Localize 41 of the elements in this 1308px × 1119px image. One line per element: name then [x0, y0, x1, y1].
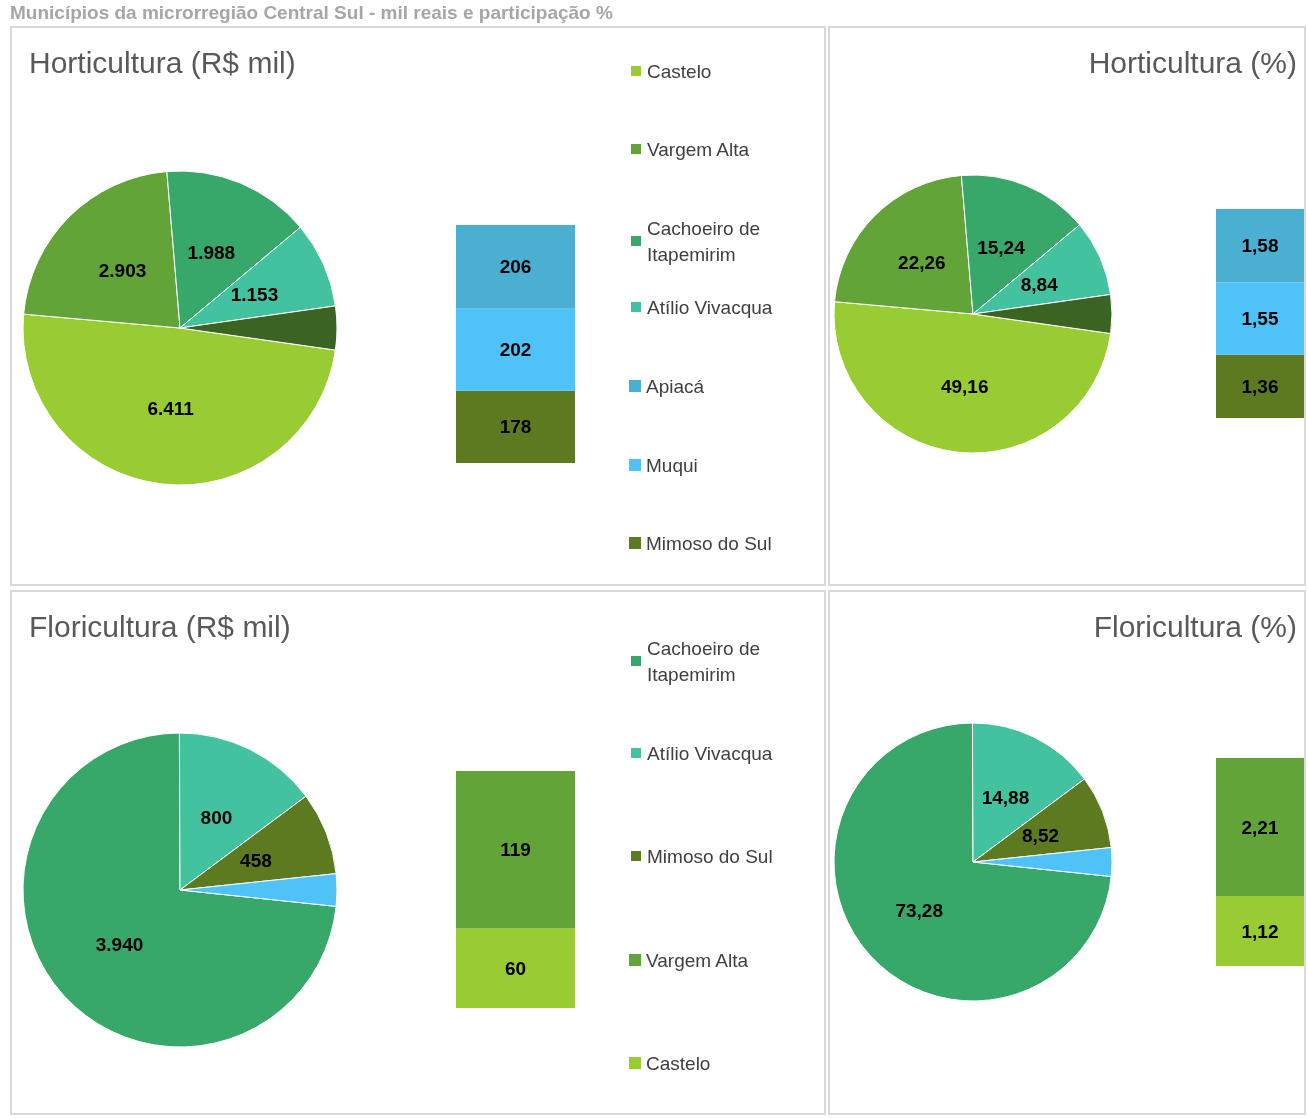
legend-label: Atílio Vivacqua [647, 296, 773, 318]
data-label: 206 [499, 256, 532, 278]
data-label: 73,28 [895, 900, 943, 922]
legend-label: Castelo [646, 1052, 711, 1074]
data-label: 3.940 [95, 934, 144, 956]
legend-label: Vargem Alta [646, 949, 749, 971]
legend-label: Mimoso do Sul [646, 532, 772, 554]
data-label: 202 [499, 339, 532, 361]
data-label: 800 [200, 806, 233, 828]
data-label: 8,52 [1022, 825, 1060, 847]
legend-label: Cachoeiro de Itapemirim [647, 637, 766, 685]
text: Floricultura (%) [1093, 609, 1298, 643]
data-label: 458 [240, 849, 272, 871]
data-label: 14,88 [981, 786, 1030, 808]
legend-label: Apiacá [646, 375, 705, 397]
data-label: 119 [500, 839, 531, 861]
text: Municípios da microrregião Central Sul - mil reais e participação % [10, 2, 613, 24]
data-label: 6.411 [147, 398, 195, 420]
data-label: 1,58 [1241, 235, 1279, 257]
text: Horticultura (%) [1088, 45, 1297, 79]
chart-title: Floricultura (R$ mil) [29, 609, 291, 643]
data-label: 1,55 [1241, 308, 1279, 330]
chart-title: Horticultura (R$ mil) [29, 45, 296, 79]
data-label: 60 [504, 957, 527, 979]
legend-label: Atílio Vivacqua [647, 742, 773, 764]
data-label: 49,16 [940, 375, 989, 397]
legend-label: Muqui [646, 454, 698, 476]
legend-label: Cachoeiro de Itapemirim [647, 217, 766, 265]
legend-label: Castelo [647, 60, 712, 82]
legend-label: Mimoso do Sul [647, 845, 773, 867]
data-label: 15,24 [977, 236, 1026, 258]
data-label: 8,84 [1020, 274, 1059, 296]
data-label: 1.153 [230, 284, 279, 306]
data-label: 2.903 [98, 259, 147, 281]
legend-label: Vargem Alta [647, 138, 750, 160]
data-label: 1,12 [1241, 920, 1279, 942]
data-label: 178 [499, 416, 532, 438]
data-label: 1,36 [1241, 375, 1279, 397]
data-label: 22,26 [898, 252, 946, 274]
data-label: 1.988 [187, 242, 236, 264]
data-label: 2,21 [1241, 816, 1279, 838]
